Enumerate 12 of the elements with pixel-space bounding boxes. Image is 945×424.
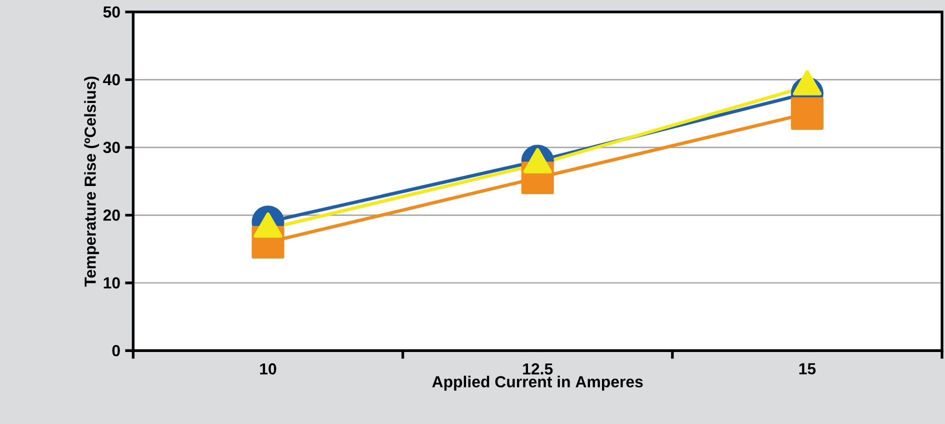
point bbox=[790, 97, 824, 130]
y-tick-label: 10 bbox=[104, 277, 120, 288]
x-tick-label: 15 bbox=[799, 363, 816, 374]
x-axis-title: Applied Current in Amperes bbox=[432, 376, 643, 390]
y-tick-label: 0 bbox=[112, 344, 120, 356]
y-tick-label: 20 bbox=[103, 209, 120, 221]
x-tick-label: 10 bbox=[260, 363, 276, 374]
y-tick-label: 50 bbox=[103, 6, 120, 18]
y-tick-label: 40 bbox=[103, 74, 120, 86]
y-axis-title: Temperature Rise (ºCelsius) bbox=[84, 76, 100, 286]
y-tick-label: 30 bbox=[103, 142, 120, 153]
x-tick-label: 12.5 bbox=[523, 363, 553, 374]
